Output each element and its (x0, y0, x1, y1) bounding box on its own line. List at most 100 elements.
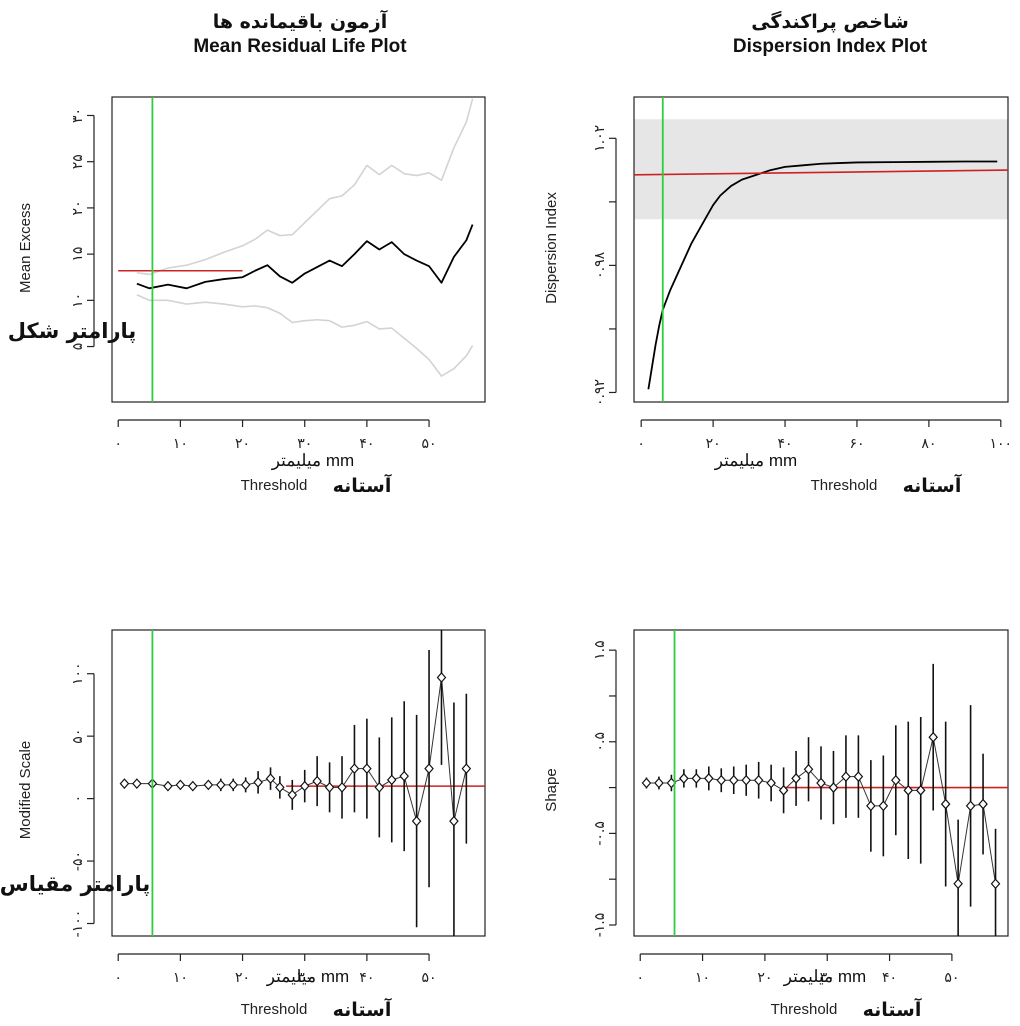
data-point (399, 770, 409, 782)
x-axis-label-fa: آستانه (863, 997, 922, 1021)
panel-di: شاخص پراکندگی Dispersion Index Plot ۰.۹۲ ۰.… (543, 10, 1012, 497)
y-tick-label: -۰.۵ (592, 821, 608, 846)
data-point (778, 784, 789, 796)
y-tick-label: ۲۵ (70, 154, 86, 169)
chart-title: Mean Residual Life Plot (193, 36, 407, 57)
x-unit-label: میلیمتر mm (714, 451, 797, 471)
data-point (728, 774, 739, 786)
plot-area (634, 97, 1008, 402)
data-point (265, 773, 276, 785)
parameter-annotation: پارامتر شکل (8, 319, 137, 343)
y-tick-label: ۰.۹۲ (592, 379, 608, 406)
data-point (461, 763, 472, 775)
data-point (324, 781, 335, 793)
data-point (866, 800, 876, 812)
data-point (990, 878, 1001, 890)
chart-title: Dispersion Index Plot (733, 36, 928, 57)
data-point (163, 780, 173, 792)
x-tick-label: ۴۰ (359, 970, 374, 986)
y-axis-label: Shape (543, 768, 560, 811)
y-tick-label: ۱۰ (70, 293, 86, 308)
data-point (890, 774, 901, 786)
data-point (424, 763, 434, 775)
data-point (287, 789, 298, 801)
x-tick-label: ۵۰ (422, 436, 437, 452)
data-point (803, 763, 814, 775)
x-axis-label-fa: آستانه (333, 473, 392, 497)
data-point (828, 782, 839, 793)
panel-shape: -۱.۵ -۰.۵ ۰.۵ ۱.۵ ۰ ۱۰ ۲۰ ۳۰ ۴۰ ۵۰ Shape میلیمتر mm… (543, 629, 1009, 1021)
data-point (215, 779, 226, 791)
x-axis-label: Threshold (241, 1001, 308, 1018)
y-axis-label: Mean Excess (17, 203, 34, 293)
data-point (349, 763, 360, 775)
x-tick-label: ۰ (114, 436, 122, 452)
data-point (716, 774, 727, 786)
series-lower (136, 294, 474, 377)
x-axis-label-fa: آستانه (333, 997, 392, 1021)
x-tick-label: ۲۰ (235, 970, 250, 986)
x-tick-label: ۲۰ (757, 970, 772, 986)
data-point (753, 774, 764, 786)
y-tick-label: -۱۰۰ (70, 910, 86, 938)
data-point (449, 815, 459, 827)
y-tick-label: ۳۰ (70, 108, 86, 123)
data-point (816, 777, 826, 789)
chart-title-fa: آزمون باقیمانده ها (213, 9, 388, 33)
plot-area (641, 630, 1008, 936)
data-point (312, 775, 322, 787)
x-tick-label: ۳۰ (820, 970, 835, 986)
x-tick-label: ۱۰ (173, 970, 188, 986)
data-point (654, 777, 664, 789)
estimate-line (124, 677, 467, 822)
data-point (299, 780, 310, 792)
y-tick-label: ۰.۹۸ (592, 251, 608, 278)
data-point (841, 771, 851, 782)
data-point (679, 773, 689, 784)
y-tick-label: ۱۵ (70, 247, 86, 262)
y-tick-label: ۱۰۰ (70, 662, 86, 685)
x-tick-label: ۳۰ (297, 436, 312, 452)
data-point (878, 800, 889, 812)
data-point (940, 798, 951, 810)
x-tick-label: ۲۰ (706, 436, 721, 452)
chart-title-fa: شاخص پراکندگی (751, 10, 909, 33)
y-axis-label: Modified Scale (17, 741, 34, 839)
data-point (703, 773, 714, 784)
panel-mrl: آزمون باقیمانده ها Mean Residual Life Plo… (8, 9, 486, 497)
x-tick-label: ۶۰ (849, 436, 864, 452)
data-point (791, 773, 801, 784)
plot-frame (111, 96, 486, 403)
data-point (928, 731, 939, 743)
data-point (766, 777, 776, 789)
x-tick-label: ۵۰ (422, 970, 437, 986)
data-point (337, 781, 347, 793)
x-axis-label: Threshold (241, 477, 308, 494)
x-tick-label: ۳۰ (297, 970, 312, 986)
x-tick-label: ۰ (114, 970, 122, 986)
data-point (362, 763, 372, 775)
data-point (275, 781, 285, 793)
data-point (119, 778, 130, 790)
series-mean (136, 224, 474, 290)
data-point (228, 779, 239, 791)
x-tick-label: ۱۰۰ (990, 436, 1013, 452)
data-point (903, 784, 914, 796)
parameter-annotation: پارامتر مقیاس (0, 872, 150, 896)
data-point (978, 798, 988, 810)
y-tick-label: -۵۰ (70, 851, 86, 871)
data-point (965, 800, 976, 812)
x-axis-label: Threshold (771, 1001, 838, 1018)
y-tick-label: ۱.۰۲ (592, 125, 608, 152)
x-tick-label: ۴۰ (778, 436, 793, 452)
x-tick-label: ۱۰ (695, 970, 710, 986)
x-tick-label: ۴۰ (882, 970, 897, 986)
y-tick-label: ۰ (70, 795, 86, 803)
y-tick-label: ۰.۵ (592, 732, 608, 752)
data-point (386, 774, 397, 786)
reference-line (634, 169, 1008, 176)
data-point (240, 779, 251, 791)
plot-area (119, 630, 485, 936)
y-tick-label: ۵ (70, 343, 86, 351)
